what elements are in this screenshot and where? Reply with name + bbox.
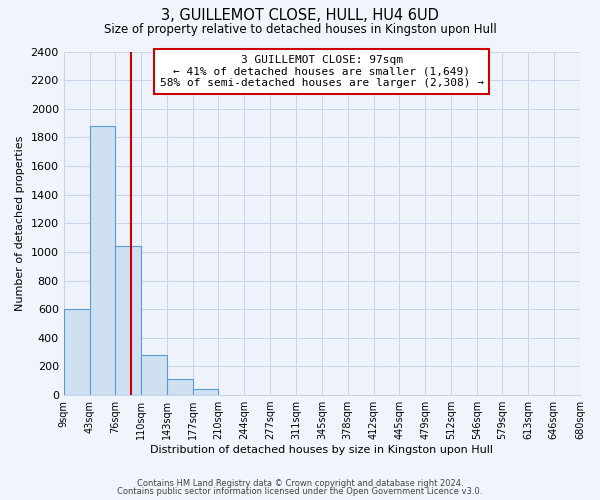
Bar	[90, 126, 115, 395]
Bar	[142, 355, 167, 395]
Text: Contains public sector information licensed under the Open Government Licence v3: Contains public sector information licen…	[118, 487, 482, 496]
Y-axis label: Number of detached properties: Number of detached properties	[15, 136, 25, 311]
Text: 3, GUILLEMOT CLOSE, HULL, HU4 6UD: 3, GUILLEMOT CLOSE, HULL, HU4 6UD	[161, 8, 439, 22]
Text: 3 GUILLEMOT CLOSE: 97sqm
← 41% of detached houses are smaller (1,649)
58% of sem: 3 GUILLEMOT CLOSE: 97sqm ← 41% of detach…	[160, 55, 484, 88]
Bar	[64, 309, 90, 395]
Bar	[193, 390, 218, 395]
Text: Size of property relative to detached houses in Kingston upon Hull: Size of property relative to detached ho…	[104, 22, 496, 36]
Text: Contains HM Land Registry data © Crown copyright and database right 2024.: Contains HM Land Registry data © Crown c…	[137, 478, 463, 488]
X-axis label: Distribution of detached houses by size in Kingston upon Hull: Distribution of detached houses by size …	[151, 445, 493, 455]
Bar	[167, 378, 193, 395]
Bar	[115, 246, 142, 395]
